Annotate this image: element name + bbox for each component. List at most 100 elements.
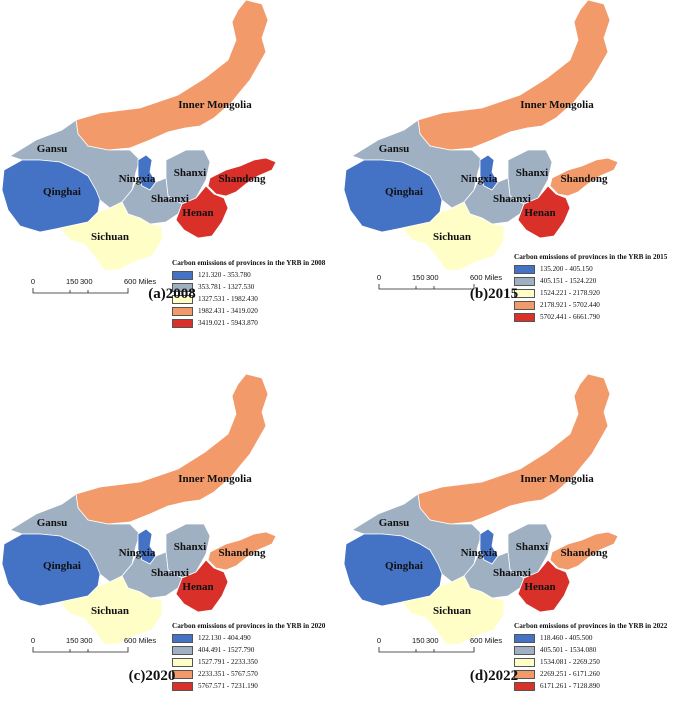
province-label-gansu: Gansu [37, 143, 68, 155]
legend-title: Carbon emissions of provinces in the YRB… [514, 253, 668, 261]
panel-caption: (d)2022 [469, 668, 519, 684]
province-label-ningxia: Ningxia [119, 547, 156, 559]
legend-range-label: 2233.351 - 5767.570 [198, 670, 258, 678]
scale-bar-label: 600 Miles [124, 636, 156, 645]
scale-bar-label: 600 Miles [124, 277, 156, 286]
province-inner-mongolia [417, 0, 611, 151]
legend-item: 1982.431 - 3419.020 [172, 305, 325, 317]
legend-swatch [514, 264, 535, 274]
province-label-shandong: Shandong [218, 173, 266, 185]
legend-swatch [172, 306, 193, 316]
legend-item: 118.460 - 405.500 [514, 632, 667, 644]
province-label-ningxia: Ningxia [119, 173, 156, 185]
scale-bar-label: 300 [80, 277, 93, 286]
legend-swatch [172, 318, 193, 328]
legend-item: 2233.351 - 5767.570 [172, 668, 325, 680]
province-label-shanxi: Shanxi [174, 167, 206, 179]
scale-bar: 0 150 300 600 Miles [31, 636, 156, 653]
legend-item: 3419.021 - 5943.870 [172, 317, 325, 329]
province-qinghai [343, 159, 443, 233]
legend-range-label: 5767.571 - 7231.190 [198, 682, 258, 690]
province-label-qinghai: Qinghai [385, 560, 423, 572]
legend: Carbon emissions of provinces in the YRB… [172, 622, 325, 692]
province-sichuan [59, 201, 163, 271]
scale-bar: 0 150 300 600 Miles [31, 277, 156, 294]
province-label-sichuan: Sichuan [433, 231, 471, 243]
scale-bar-label: 0 [31, 636, 35, 645]
scale-bar-label: 600 Miles [470, 636, 502, 645]
province-label-inner-mongolia: Inner Mongolia [178, 473, 252, 485]
scale-bar-label: 150 [66, 277, 79, 286]
province-label-qinghai: Qinghai [43, 186, 81, 198]
legend-swatch [172, 270, 193, 280]
legend-range-label: 135.200 - 405.150 [540, 265, 593, 273]
legend-range-label: 1327.531 - 1982.430 [198, 295, 258, 303]
legend-swatch [172, 282, 193, 292]
legend: Carbon emissions of provinces in the YRB… [514, 622, 667, 692]
province-sichuan [401, 201, 505, 271]
legend-range-label: 1534.081 - 2269.250 [540, 658, 600, 666]
province-label-inner-mongolia: Inner Mongolia [520, 473, 594, 485]
legend-title: Carbon emissions of provinces in the YRB… [172, 622, 326, 630]
scale-bar-label: 300 [426, 636, 439, 645]
province-map: Inner Mongolia Gansu Ningxia Shanxi Qinghai S… [343, 0, 619, 271]
province-label-henan: Henan [182, 581, 213, 593]
scale-bar-label: 0 [377, 273, 381, 282]
legend: Carbon emissions of provinces in the YRB… [514, 253, 667, 323]
province-label-shandong: Shandong [218, 547, 266, 559]
province-qinghai [1, 159, 101, 233]
legend-range-label: 6171.261 - 7128.890 [540, 682, 600, 690]
legend-swatch [172, 294, 193, 304]
legend-range-label: 3419.021 - 5943.870 [198, 319, 258, 327]
map-panel-2: Inner Mongolia Gansu Ningxia Shanxi Qinghai S… [342, 0, 684, 360]
province-map: Inner Mongolia Gansu Ningxia Shanxi Qinghai S… [343, 373, 619, 645]
legend-item: 6171.261 - 7128.890 [514, 680, 667, 692]
legend: Carbon emissions of provinces in the YRB… [172, 259, 325, 329]
legend-range-label: 2178.921 - 5702.440 [540, 301, 600, 309]
province-inner-mongolia [75, 0, 269, 151]
legend-item: 5702.441 - 6661.790 [514, 311, 667, 323]
legend-item: 404.491 - 1527.790 [172, 644, 325, 656]
legend-item: 5767.571 - 7231.190 [172, 680, 325, 692]
province-inner-mongolia [75, 373, 269, 525]
scale-bar-label: 150 [412, 636, 425, 645]
province-label-qinghai: Qinghai [43, 560, 81, 572]
legend-swatch [514, 300, 535, 310]
scale-bar-label: 0 [31, 277, 35, 286]
legend-range-label: 5702.441 - 6661.790 [540, 313, 600, 321]
panel-caption: (a)2008 [148, 286, 196, 302]
province-label-shanxi: Shanxi [516, 541, 548, 553]
scale-bar-label: 300 [426, 273, 439, 282]
province-label-ningxia: Ningxia [461, 547, 498, 559]
map-panel-3: Inner Mongolia Gansu Ningxia Shanxi Qinghai S… [0, 360, 342, 720]
legend-swatch [514, 645, 535, 655]
province-label-shandong: Shandong [560, 173, 608, 185]
panel-caption: (b)2015 [469, 286, 519, 302]
province-inner-mongolia [417, 373, 611, 525]
legend-range-label: 121.320 - 353.780 [198, 271, 251, 279]
legend-range-label: 2269.251 - 6171.260 [540, 670, 600, 678]
legend-swatch [514, 633, 535, 643]
legend-range-label: 122.130 - 404.490 [198, 634, 251, 642]
legend-item: 353.781 - 1327.530 [172, 281, 325, 293]
legend-range-label: 405.501 - 1534.080 [540, 646, 597, 654]
province-label-sichuan: Sichuan [91, 231, 129, 243]
province-label-henan: Henan [524, 581, 555, 593]
province-label-shaanxi: Shaanxi [493, 193, 531, 205]
province-label-shaanxi: Shaanxi [151, 193, 189, 205]
scale-bar-line [32, 288, 129, 294]
province-label-gansu: Gansu [379, 143, 410, 155]
legend-title: Carbon emissions of provinces in the YRB… [172, 259, 326, 267]
legend-item: 405.501 - 1534.080 [514, 644, 667, 656]
panel-caption: (c)2020 [128, 668, 176, 684]
scale-bar-label: 0 [377, 636, 381, 645]
province-label-shaanxi: Shaanxi [151, 567, 189, 579]
scale-bar-label: 600 Miles [470, 273, 502, 282]
province-shandong [207, 157, 277, 197]
scale-bar: 0 150 300 600 Miles [377, 273, 502, 290]
province-label-shaanxi: Shaanxi [493, 567, 531, 579]
province-sichuan [59, 575, 163, 645]
legend-item: 405.151 - 1524.220 [514, 275, 667, 287]
province-label-henan: Henan [182, 207, 213, 219]
legend-range-label: 1524.221 - 2178.920 [540, 289, 600, 297]
